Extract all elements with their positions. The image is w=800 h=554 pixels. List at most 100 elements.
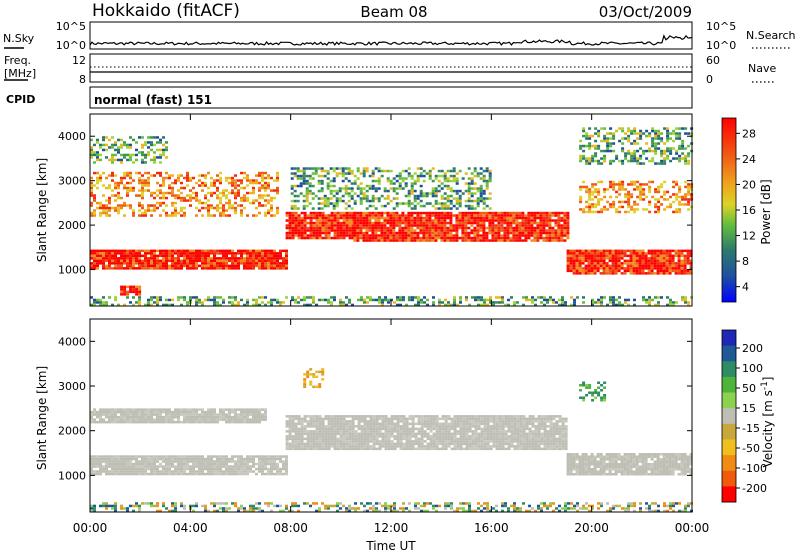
power-cell bbox=[666, 127, 670, 130]
power-cell bbox=[351, 234, 355, 237]
velocity-cell bbox=[366, 437, 370, 441]
velocity-cell bbox=[378, 445, 382, 448]
power-cell bbox=[530, 216, 534, 220]
velocity-cell bbox=[318, 420, 322, 423]
power-cell bbox=[611, 262, 615, 265]
velocity-cell bbox=[267, 470, 270, 473]
power-cell bbox=[389, 211, 393, 215]
power-cell bbox=[635, 269, 639, 273]
power-cell bbox=[455, 199, 459, 203]
power-cell bbox=[494, 236, 498, 240]
velocity-cell bbox=[324, 447, 328, 451]
power-cell bbox=[228, 201, 231, 205]
power-cell bbox=[273, 189, 276, 192]
velocity-cell bbox=[354, 442, 358, 446]
velocity-cell bbox=[252, 470, 255, 473]
velocity-cell bbox=[207, 457, 210, 461]
power-cell bbox=[333, 221, 337, 225]
velocity-cell bbox=[309, 447, 313, 451]
power-cell bbox=[684, 132, 688, 135]
power-cell bbox=[624, 193, 628, 196]
power-cell bbox=[201, 249, 204, 253]
power-cell bbox=[306, 216, 310, 220]
velocity-cell bbox=[315, 432, 319, 436]
velocity-cell bbox=[360, 435, 364, 438]
power-cell bbox=[395, 187, 399, 190]
power-cell bbox=[305, 192, 309, 195]
velocity-cell bbox=[345, 440, 349, 443]
power-cell bbox=[312, 221, 316, 225]
power-cell bbox=[374, 189, 378, 193]
velocity-cell bbox=[285, 420, 289, 423]
velocity-cell bbox=[135, 465, 138, 468]
power-cell bbox=[126, 249, 129, 253]
velocity-cell bbox=[339, 422, 343, 426]
power-cell bbox=[300, 231, 304, 235]
power-cell bbox=[614, 267, 618, 270]
power-cell bbox=[654, 203, 658, 206]
power-cell bbox=[389, 187, 393, 190]
power-cell bbox=[551, 239, 555, 242]
power-cell bbox=[377, 177, 381, 180]
power-cell bbox=[446, 229, 450, 232]
power-cell bbox=[198, 252, 201, 255]
velocity-cell bbox=[99, 465, 102, 468]
velocity-cell bbox=[237, 465, 240, 468]
power-cell bbox=[683, 249, 687, 253]
power-cell bbox=[120, 153, 123, 157]
power-cell bbox=[461, 224, 465, 227]
power-cell bbox=[470, 239, 474, 242]
power-cell bbox=[216, 262, 219, 265]
power-cell bbox=[437, 231, 441, 235]
power-cell bbox=[582, 210, 586, 214]
power-cell bbox=[174, 196, 177, 200]
power-cell bbox=[596, 259, 600, 263]
velocity-cell bbox=[363, 440, 367, 443]
power-cell bbox=[629, 249, 633, 253]
power-cell bbox=[126, 293, 130, 296]
power-cell bbox=[297, 234, 301, 237]
power-cell bbox=[434, 236, 438, 240]
velocity-cell bbox=[396, 425, 400, 428]
power-cell bbox=[483, 301, 486, 304]
power-cell bbox=[422, 192, 426, 195]
power-cell bbox=[180, 181, 183, 185]
velocity-cell bbox=[225, 470, 228, 473]
velocity-cell bbox=[312, 432, 316, 436]
velocity-cell bbox=[399, 445, 403, 448]
power-cell bbox=[453, 296, 456, 299]
power-cell bbox=[588, 198, 592, 201]
power-cell bbox=[180, 262, 183, 265]
power-cell bbox=[231, 179, 234, 182]
power-cell bbox=[330, 224, 334, 227]
power-cell bbox=[383, 189, 387, 193]
power-cell bbox=[168, 298, 171, 302]
power-cell bbox=[476, 239, 480, 242]
velocity-cell bbox=[213, 455, 216, 458]
power-cell bbox=[609, 185, 613, 189]
power-cell bbox=[654, 303, 657, 307]
power-cell bbox=[108, 264, 111, 268]
velocity-cell bbox=[303, 437, 307, 441]
velocity-cell bbox=[129, 462, 132, 466]
power-cell bbox=[605, 257, 609, 260]
power-cell bbox=[579, 154, 583, 158]
power-cell bbox=[515, 231, 519, 235]
power-cell bbox=[183, 259, 186, 263]
power-cell bbox=[395, 221, 399, 225]
power-cell bbox=[659, 272, 663, 275]
power-cell bbox=[324, 214, 328, 217]
power-cell bbox=[588, 159, 592, 163]
power-cell bbox=[407, 239, 411, 242]
power-cell bbox=[300, 219, 304, 222]
power-cell bbox=[264, 252, 267, 255]
velocity-cell bbox=[93, 460, 96, 463]
power-cell bbox=[608, 267, 612, 270]
cpid-label: CPID bbox=[6, 93, 35, 106]
velocity-cell bbox=[120, 472, 123, 476]
power-cell bbox=[533, 229, 537, 232]
power-cell bbox=[479, 234, 483, 237]
power-cell bbox=[527, 234, 531, 237]
power-cell bbox=[353, 174, 357, 178]
power-cell bbox=[210, 262, 213, 265]
